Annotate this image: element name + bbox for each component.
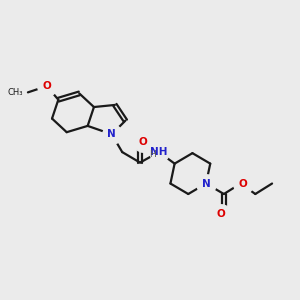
Text: H: H (149, 150, 156, 159)
Text: NH: NH (150, 147, 168, 157)
Text: O: O (216, 209, 225, 219)
Text: N: N (107, 129, 116, 139)
Text: CH₃: CH₃ (7, 88, 23, 97)
Text: O: O (239, 178, 248, 188)
Text: O: O (139, 136, 148, 147)
Text: O: O (42, 81, 51, 91)
Text: N: N (202, 178, 210, 188)
